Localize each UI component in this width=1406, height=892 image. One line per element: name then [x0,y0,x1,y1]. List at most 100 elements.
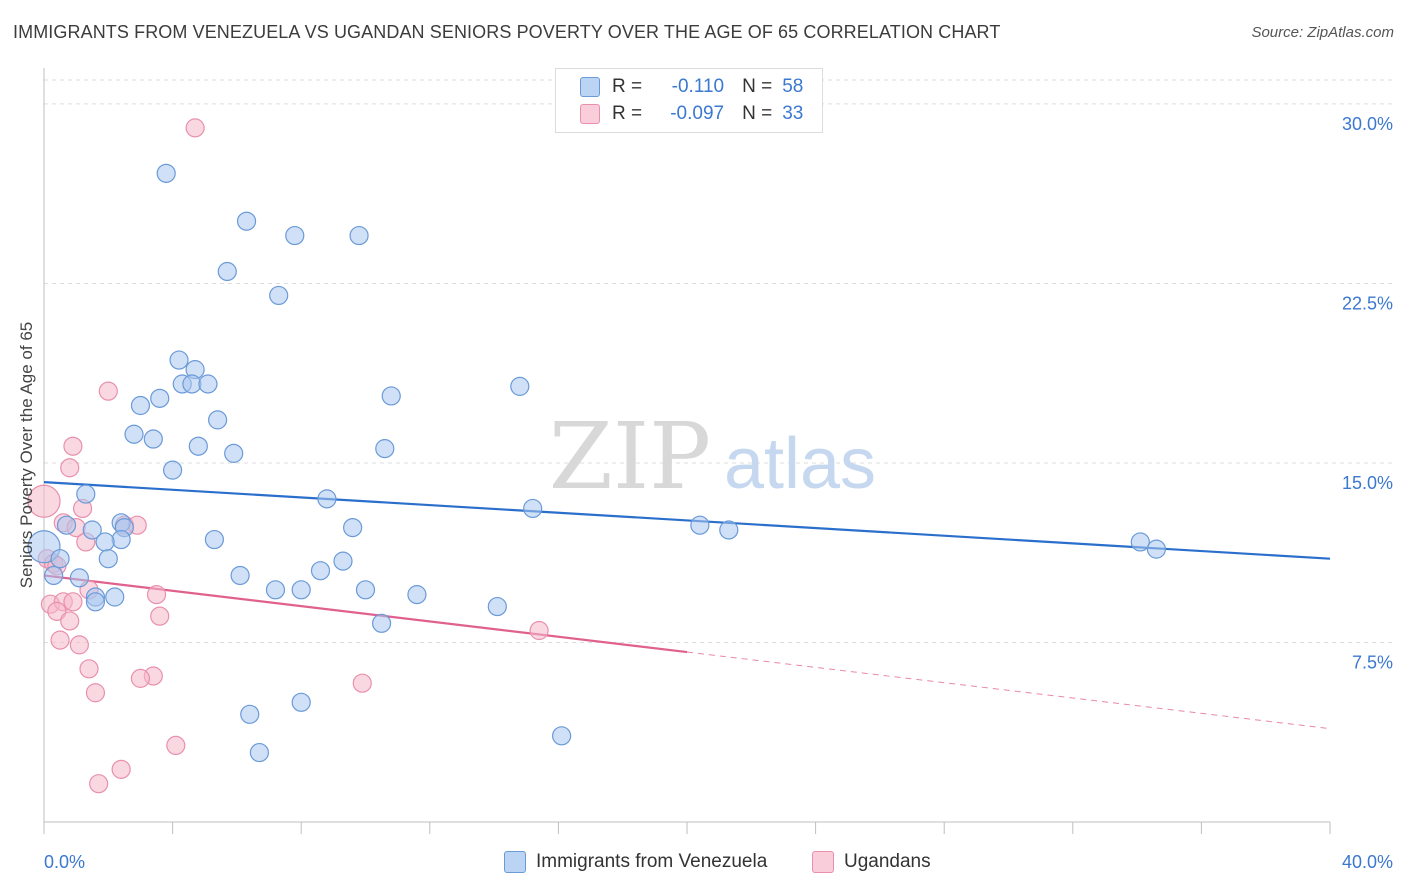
ugandans-point [111,759,131,779]
legend-swatch-blue [580,77,600,97]
venezuela-point [85,592,106,612]
venezuela-point [317,489,337,509]
venezuela-point [719,520,739,540]
venezuela-point [95,532,115,552]
legend-item-venezuela[interactable]: Immigrants from Venezuela [504,851,767,873]
r-label: R = [612,76,643,97]
venezuela-point [285,225,305,246]
n-value: 58 [782,76,804,97]
venezuela-point [44,565,64,586]
venezuela-point [169,350,189,370]
legend-item-ugandans[interactable]: Ugandans [812,851,931,873]
venezuela-point [291,580,311,600]
x-tick-label-max: 40.0% [1341,852,1393,872]
ugandans-point [27,484,61,518]
n-value: 33 [782,103,804,124]
y-tick-labels: 7.5% 15.0% 22.5% 30.0% [1342,114,1393,673]
venezuela-point [130,395,151,416]
ugandans-point [63,436,83,456]
venezuela-point [198,374,218,394]
r-value: -0.097 [670,103,725,124]
ugandans-point [150,606,170,626]
venezuela-point [208,410,228,430]
venezuela-point [371,613,392,633]
r-value: -0.110 [671,76,725,97]
n-label: N = [742,76,773,97]
venezuela-point [150,388,170,408]
venezuela-point [333,551,353,571]
venezuela-point [240,704,260,724]
ugandans-point [529,620,549,641]
ugandans-point [185,118,205,138]
y-tick-label: 30.0% [1342,114,1393,134]
ugandans-point [352,673,372,693]
ugandans-point [146,585,167,605]
venezuela-point [552,726,572,746]
ugandans-point [60,611,80,631]
venezuela-point [143,429,163,449]
y-tick-label: 7.5% [1352,652,1393,672]
source-credit: Source: ZipAtlas.com [1251,24,1394,41]
venezuela-point [690,515,710,535]
ugandans-point [47,601,67,621]
ugandans-points [27,118,549,794]
venezuela-point [188,436,208,456]
venezuela-point [375,439,395,459]
venezuela-point [217,261,237,282]
venezuela-point [523,498,543,519]
venezuela-point [204,529,224,550]
watermark-atlas: atlas [724,424,876,504]
legend-row-venezuela: R = -0.110 N = 58 [580,76,803,98]
legend-row-ugandans: R = -0.097 N = 33 [580,103,803,125]
ugandans-point [89,774,109,794]
venezuela-point [269,285,289,306]
n-label: N = [742,103,773,124]
venezuela-point [349,225,369,246]
trend-line-extension [686,651,1331,730]
venezuela-point [76,484,96,504]
legend-swatch-pink [580,104,600,124]
axes [43,68,1331,834]
venezuela-points [27,163,1166,763]
y-tick-label: 22.5% [1342,293,1393,313]
venezuela-point [249,742,270,763]
venezuela-point [230,565,250,586]
venezuela-point [111,529,131,550]
venezuela-point [510,376,530,396]
gridlines [44,79,1392,643]
venezuela-point [381,386,401,406]
r-label: R = [612,103,643,124]
venezuela-point [236,211,257,231]
ugandans-point [130,668,151,688]
venezuela-point [56,515,77,535]
venezuela-point [82,520,102,540]
chart-title: IMMIGRANTS FROM VENEZUELA VS UGANDAN SEN… [13,22,1001,42]
ugandans-point [63,592,83,612]
venezuela-point [163,460,183,480]
legend-swatch-blue [504,851,526,873]
venezuela-point [182,374,202,394]
venezuela-point [310,561,331,581]
venezuela-point [355,580,376,600]
ugandans-point [50,630,70,650]
venezuela-point [1146,539,1166,559]
watermark: ZIP atlas [549,403,876,510]
ugandans-point [166,735,186,756]
venezuela-point [1130,532,1150,552]
watermark-zip: ZIP [549,403,711,510]
legend-label-venezuela: Immigrants from Venezuela [536,851,768,872]
legend-swatch-pink [812,851,834,873]
venezuela-point [265,580,286,600]
ugandans-point [79,659,99,679]
ugandans-point [98,381,118,401]
x-tick-label-min: 0.0% [44,852,86,872]
venezuela-point [98,549,118,569]
ugandans-point [60,458,80,478]
venezuela-point [291,692,311,712]
ugandans-point [85,683,106,703]
venezuela-point [407,585,427,605]
venezuela-point [124,424,144,444]
venezuela-point [224,443,244,463]
correlation-legend: R = -0.110 N = 58 R = -0.097 N = 33 [555,68,823,133]
